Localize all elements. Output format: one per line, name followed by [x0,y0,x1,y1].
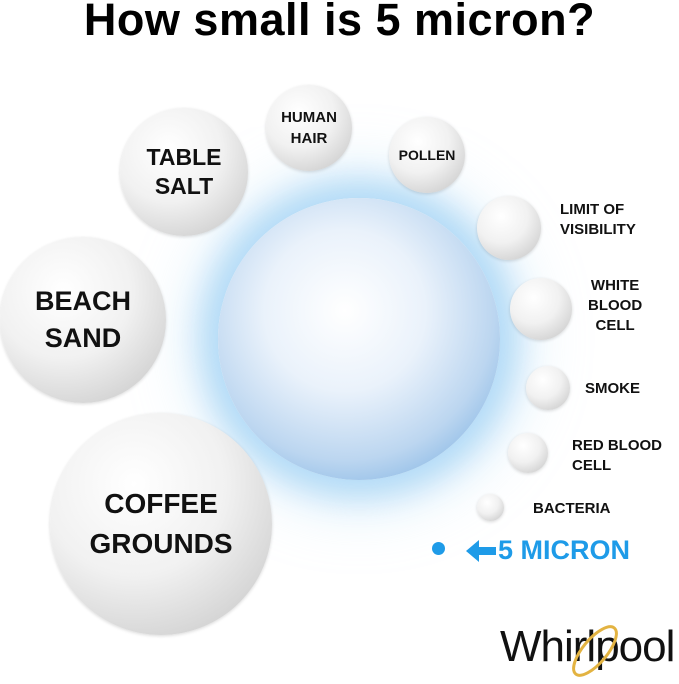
arrow-left-icon [466,539,496,562]
particle-human-hair: HUMAN HAIR [266,85,352,171]
label: HAIR [290,130,328,147]
logo-swoosh [572,625,618,677]
label: GROUNDS [89,528,233,559]
particle-pollen: POLLEN [389,117,465,193]
label: SAND [44,323,122,353]
label: CELL [595,317,635,334]
label: COFFEE [104,488,218,519]
label: POLLEN [398,147,456,163]
bacteria-label: BACTERIA [533,500,611,517]
particle-smoke [526,366,570,410]
label: LIMIT OF [560,201,625,218]
particle-white-blood-cell [510,278,572,340]
red-blood-cell-label: RED BLOOD CELL [572,436,662,476]
water-sphere [218,198,500,480]
label: WHITE [590,277,640,294]
five-micron-dot [432,542,445,555]
brand-text: Whirlpool [500,622,675,671]
label: VISIBILITY [560,221,636,238]
particle-coffee-grounds: COFFEE GROUNDS [50,413,272,635]
five-micron-label: 5 MICRON [498,535,631,565]
smoke-label: SMOKE [585,380,641,397]
whirlpool-logo: Whirlpool [500,622,675,677]
limit-of-visibility-label: LIMIT OF VISIBILITY [560,200,636,240]
particle-bacteria [477,494,504,521]
label: BEACH [34,286,131,316]
label: RED BLOOD [572,437,662,454]
label: CELL [572,457,612,474]
particle-red-blood-cell [508,433,548,473]
label: TABLE [146,144,222,170]
page-title: How small is 5 micron? [83,0,596,45]
label: BLOOD [588,297,643,314]
label: HUMAN [281,109,337,126]
particle-limit-of-visibility [477,196,541,260]
five-micron-callout: 5 MICRON [466,535,630,566]
label: SALT [154,173,214,199]
particle-table-salt: TABLE SALT [120,108,248,236]
particle-beach-sand: BEACH SAND [0,237,166,403]
white-blood-cell-label: WHITE BLOOD CELL [588,276,642,336]
